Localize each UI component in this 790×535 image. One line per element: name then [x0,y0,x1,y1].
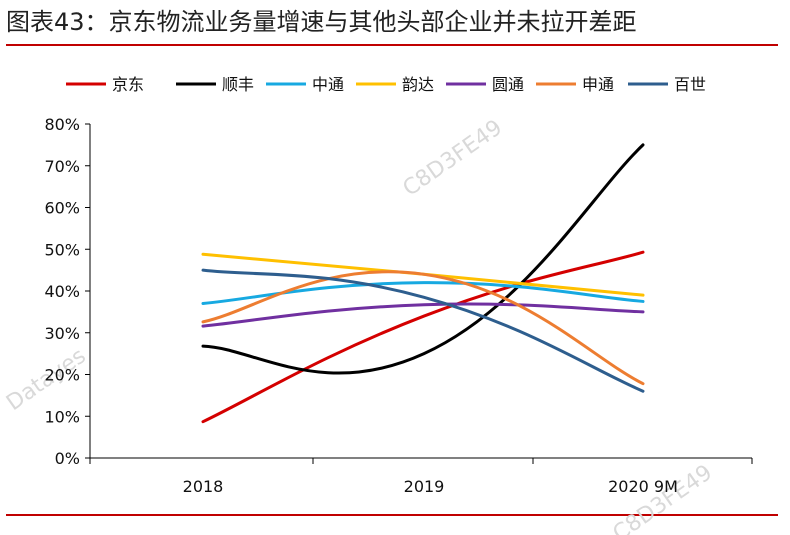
axes: 0% 10% 20% 30% 40% 50% 60% 70% 80% 2018 2019 2020 9… [44,115,753,496]
legend-label: 韵达 [402,75,434,94]
y-tick-label: 10% [44,407,80,426]
series-line-顺丰 [201,143,645,375]
y-tick-label: 40% [44,282,80,301]
y-tick-label: 20% [44,366,80,385]
legend-label: 顺丰 [222,75,254,94]
y-tick-label: 0% [55,449,80,468]
series-line-京东 [201,250,645,424]
series-line-百世 [201,268,645,393]
legend-label: 中通 [312,75,344,94]
watermark-code-top: C8D3FE49 [399,115,507,201]
y-tick-label: 70% [44,157,80,176]
legend-label: 百世 [674,75,706,94]
series-line-中通 [201,281,645,306]
series-line-申通 [201,270,645,386]
title-divider [6,44,778,46]
y-tick-label: 80% [44,115,80,134]
chart-title: 图表43：京东物流业务量增速与其他头部企业并未拉开差距 [6,8,637,36]
legend-label: 京东 [112,75,144,94]
x-tick-label: 2018 [183,477,224,496]
series-lines [201,143,645,424]
watermark-code-bottom: C8D3FE49 [609,460,717,535]
series-line-圆通 [201,302,645,328]
bottom-divider [6,514,778,516]
legend-label: 圆通 [492,75,524,94]
y-tick-label: 50% [44,240,80,259]
watermark-layer: Datayes C8D3FE49 C8D3FE49 [2,115,717,535]
y-tick-label: 30% [44,324,80,343]
legend-label: 申通 [582,75,614,94]
legend: 京东 顺丰 中通 韵达 圆通 申通 百世 [66,75,706,94]
y-tick-label: 60% [44,199,80,218]
x-tick-label: 2020 9M [608,477,678,496]
x-tick-label: 2019 [404,477,445,496]
